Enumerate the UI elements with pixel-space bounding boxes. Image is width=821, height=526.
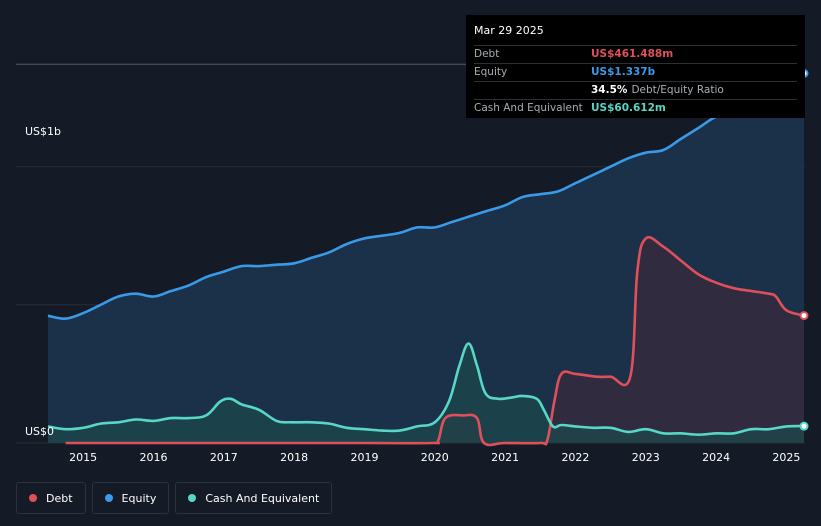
debt-legend-dot-icon xyxy=(29,494,37,502)
x-tick-label: 2019 xyxy=(350,451,378,464)
legend-item-debt[interactable]: Debt xyxy=(16,482,86,514)
series-areas xyxy=(48,73,805,445)
x-tick-label: 2015 xyxy=(69,451,97,464)
tooltip: Mar 29 2025 Debt US$461.488m Equity US$1… xyxy=(466,15,805,118)
debt-endpoint xyxy=(799,311,809,321)
x-tick-label: 2022 xyxy=(561,451,589,464)
x-tick-label: 2020 xyxy=(421,451,449,464)
tooltip-value: US$461.488m xyxy=(591,48,674,60)
debt-area xyxy=(65,237,805,445)
equity-line xyxy=(47,72,805,320)
tooltip-row-debt: Debt US$461.488m xyxy=(474,45,797,63)
cash-legend-dot-icon xyxy=(188,494,197,502)
ratio-caption: Debt/Equity Ratio xyxy=(631,84,724,96)
y-tick-label-zero: US$0 xyxy=(25,425,55,438)
cash-endpoint xyxy=(799,421,809,431)
x-axis: 2015 2016 2017 2018 2019 2020 2021 2022 2023 2024… xyxy=(69,451,800,464)
x-tick-label: 2016 xyxy=(139,451,167,464)
tooltip-label: Debt xyxy=(474,48,500,60)
equity-legend-dot-icon xyxy=(104,494,113,502)
tooltip-value: US$1.337b xyxy=(591,66,656,78)
legend: Debt Equity Cash And Equivalent xyxy=(16,482,333,514)
legend-label: Debt xyxy=(46,491,73,505)
tooltip-value: US$60.612m xyxy=(591,102,666,114)
tooltip-date: Mar 29 2025 xyxy=(474,24,544,37)
x-tick-label: 2018 xyxy=(280,451,308,464)
legend-label: Cash And Equivalent xyxy=(205,491,320,505)
debt-line xyxy=(65,235,805,447)
ratio-value: 34.5% xyxy=(591,84,628,96)
tooltip-row-cash: Cash And Equivalent US$60.612m xyxy=(474,99,797,117)
legend-item-cash[interactable]: Cash And Equivalent xyxy=(175,482,333,514)
tooltip-label xyxy=(474,82,591,99)
tooltip-row-equity: Equity US$1.337b xyxy=(474,63,797,81)
tooltip-label: Equity xyxy=(474,66,508,78)
legend-label: Equity xyxy=(121,491,157,505)
series-lines xyxy=(47,72,805,447)
cash-line xyxy=(47,342,805,436)
tooltip-row-ratio: 34.5% Debt/Equity Ratio xyxy=(474,81,797,99)
y-tick-label-top: US$1b xyxy=(25,125,62,138)
x-tick-label: 2025 xyxy=(772,451,800,464)
x-tick-label: 2021 xyxy=(491,451,519,464)
tooltip-label: Cash And Equivalent xyxy=(474,102,583,114)
x-tick-label: 2023 xyxy=(632,451,660,464)
tooltip-value: 34.5% Debt/Equity Ratio xyxy=(591,82,724,99)
legend-item-equity[interactable]: Equity xyxy=(91,482,170,514)
cash-area xyxy=(48,343,804,443)
x-tick-label: 2017 xyxy=(210,451,238,464)
x-tick-label: 2024 xyxy=(702,451,730,464)
